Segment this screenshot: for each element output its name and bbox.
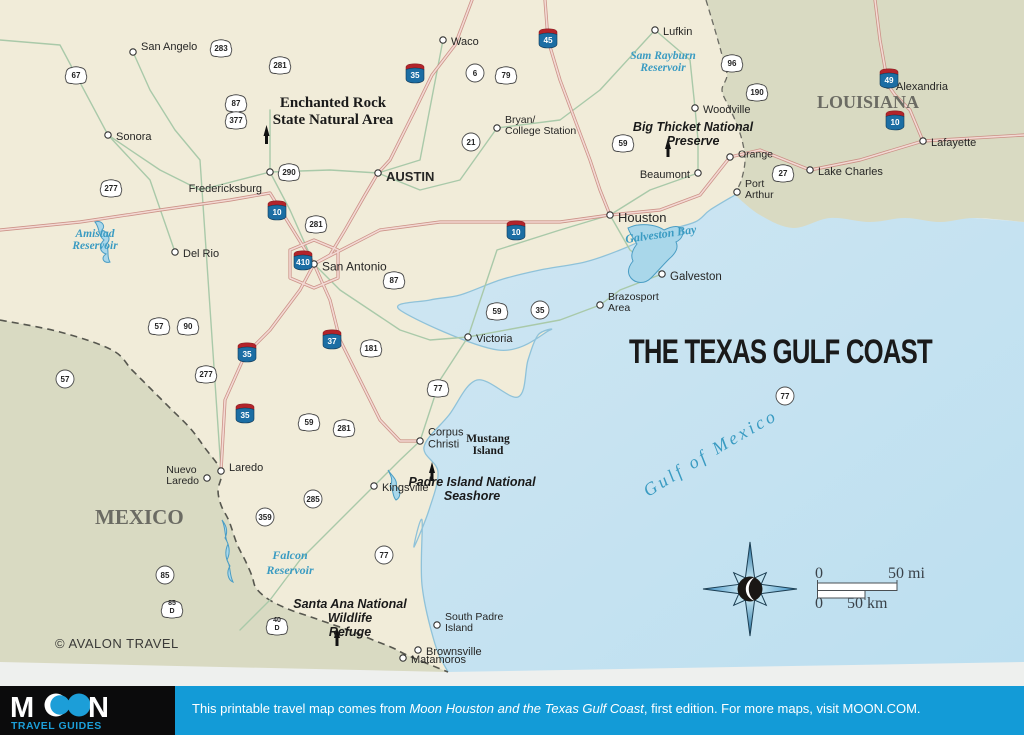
svg-text:90: 90 — [184, 322, 193, 331]
svg-text:85: 85 — [161, 571, 170, 580]
svg-text:10: 10 — [511, 228, 521, 237]
svg-text:57: 57 — [61, 375, 70, 384]
svg-text:283: 283 — [214, 44, 228, 53]
svg-text:35: 35 — [242, 350, 252, 359]
svg-text:190: 190 — [750, 88, 764, 97]
svg-text:67: 67 — [72, 71, 81, 80]
svg-text:359: 359 — [258, 513, 272, 522]
svg-text:35: 35 — [410, 71, 420, 80]
svg-text:290: 290 — [282, 168, 296, 177]
svg-text:85: 85 — [168, 600, 176, 607]
svg-text:37: 37 — [327, 337, 337, 346]
svg-text:281: 281 — [273, 61, 287, 70]
svg-text:27: 27 — [779, 169, 788, 178]
svg-text:50 km: 50 km — [847, 595, 888, 612]
svg-text:10: 10 — [272, 208, 282, 217]
svg-text:285: 285 — [306, 495, 320, 504]
svg-text:87: 87 — [390, 276, 399, 285]
svg-text:35: 35 — [536, 306, 545, 315]
svg-text:410: 410 — [296, 258, 310, 267]
svg-text:59: 59 — [305, 418, 314, 427]
svg-text:277: 277 — [199, 370, 213, 379]
svg-text:96: 96 — [728, 59, 737, 68]
svg-text:181: 181 — [364, 344, 378, 353]
svg-text:277: 277 — [104, 184, 118, 193]
svg-text:TRAVEL GUIDES: TRAVEL GUIDES — [11, 720, 102, 732]
svg-text:79: 79 — [502, 71, 511, 80]
svg-text:281: 281 — [309, 220, 323, 229]
svg-text:35: 35 — [240, 411, 250, 420]
svg-text:10: 10 — [890, 118, 900, 127]
svg-text:57: 57 — [155, 322, 164, 331]
svg-text:45: 45 — [543, 36, 553, 45]
svg-text:77: 77 — [380, 551, 389, 560]
svg-text:0: 0 — [815, 595, 823, 612]
svg-text:377: 377 — [229, 116, 243, 125]
svg-text:D: D — [169, 608, 174, 615]
svg-text:87: 87 — [232, 99, 241, 108]
svg-text:6: 6 — [473, 69, 478, 78]
svg-text:77: 77 — [434, 384, 443, 393]
svg-text:59: 59 — [493, 307, 502, 316]
svg-text:21: 21 — [467, 138, 476, 147]
svg-text:50 mi: 50 mi — [888, 565, 925, 582]
svg-text:281: 281 — [337, 424, 351, 433]
svg-text:0: 0 — [815, 565, 823, 582]
svg-text:49: 49 — [884, 76, 894, 85]
svg-text:77: 77 — [781, 392, 790, 401]
